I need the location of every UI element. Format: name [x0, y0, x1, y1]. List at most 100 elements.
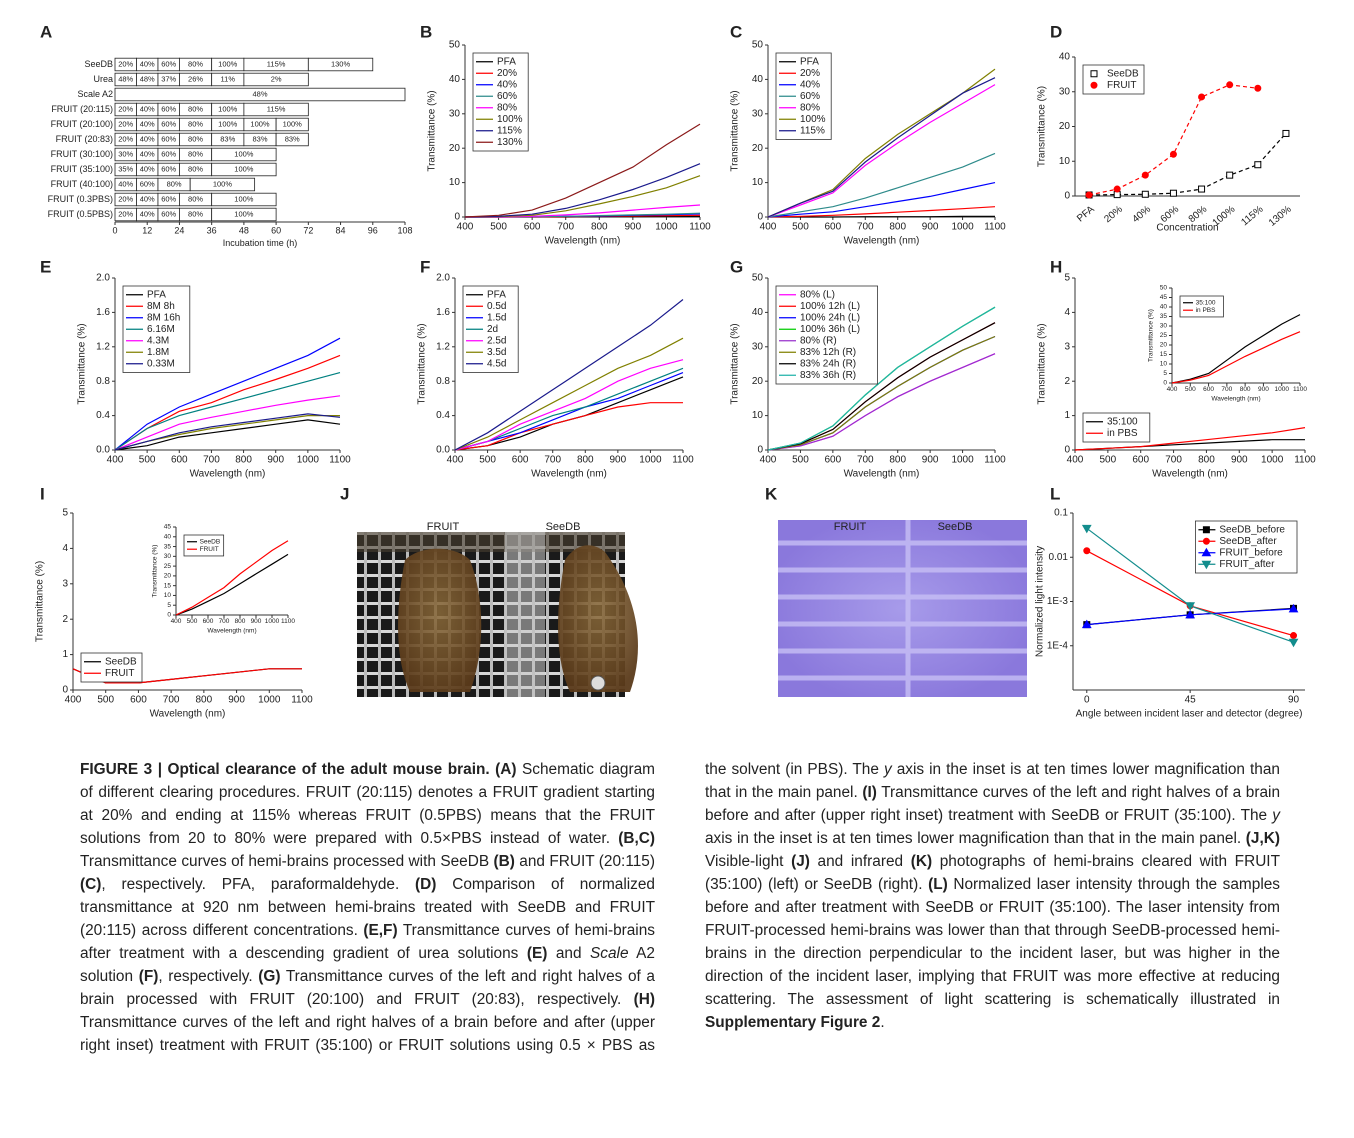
panel-label: F	[420, 257, 430, 276]
marker	[1201, 547, 1212, 557]
x-tick-label: 1100	[1294, 455, 1316, 466]
legend-label: SeeDB_before	[1219, 524, 1285, 535]
series-line	[454, 359, 684, 451]
x-tick-label: 600	[825, 455, 842, 466]
legend-label: 2.5d	[487, 335, 506, 346]
y-tick-label: 4	[62, 543, 68, 554]
y-tick-label: 35	[164, 543, 172, 550]
y-axis-label: Transmittance (%)	[730, 90, 741, 171]
series-line	[114, 372, 341, 451]
y-tick-label: 0.0	[96, 445, 110, 456]
y-tick-label: 1.2	[436, 341, 450, 352]
legend-label: 6.16M	[147, 324, 175, 335]
segment-label: 80%	[188, 194, 203, 203]
x-axis-label: Wavelength (nm)	[545, 236, 621, 247]
x-tick-label: 900	[1231, 455, 1248, 466]
segment-label: 100%	[234, 194, 254, 203]
segment-label: 80%	[188, 104, 203, 113]
y-tick-label: 40	[752, 74, 764, 85]
panel-label: J	[340, 484, 349, 503]
x-tick-label: 1100	[1293, 386, 1307, 393]
y-tick-label: 1E-4	[1047, 640, 1069, 651]
segment	[275, 117, 309, 132]
x-tick-label: 96	[368, 225, 378, 235]
x-tick-label: 72	[303, 225, 313, 235]
segment	[189, 177, 256, 192]
legend-box	[80, 652, 143, 683]
segment-label: 48%	[118, 74, 133, 83]
segment-label: 60%	[161, 149, 176, 158]
marker	[1185, 602, 1196, 611]
legend-label: 4.5d	[487, 358, 506, 369]
caption-run: axis in the inset is at ten times lower …	[705, 761, 1280, 801]
segment-label: 48%	[140, 74, 155, 83]
marker	[1169, 189, 1177, 197]
x-axis-label: Wavelength (nm)	[844, 236, 920, 247]
y-tick-label: 35	[1160, 313, 1168, 320]
caption-run: (I)	[862, 784, 877, 801]
segment-label: 115%	[267, 104, 286, 113]
legend-label: 35:100	[1196, 299, 1216, 306]
marker	[1083, 547, 1091, 555]
series-line	[767, 206, 996, 218]
row-label: FRUIT (20:100)	[51, 119, 113, 129]
panel-label: I	[40, 484, 45, 503]
y-tick-label: 0	[757, 445, 763, 456]
series-line	[464, 123, 701, 218]
segment-label: 20%	[118, 194, 133, 203]
y-tick-label: 0	[757, 212, 763, 223]
segment-label: 48%	[252, 89, 267, 98]
legend-label: 80% (L)	[800, 289, 835, 300]
marker	[1141, 171, 1149, 179]
legend-label: 83% 36h (R)	[800, 370, 856, 381]
y-tick-label: 5	[1163, 370, 1167, 377]
x-tick-label: 1000	[951, 222, 974, 233]
y-tick-label: 50	[1160, 285, 1168, 292]
legend-label: 100%	[800, 114, 826, 125]
segment-label: 80%	[188, 164, 203, 173]
marker	[1169, 150, 1177, 158]
legend-label: FRUIT	[200, 546, 219, 553]
segment-label: 40%	[140, 149, 155, 158]
legend-label: 20%	[800, 68, 820, 79]
caption-run: (L)	[928, 876, 948, 893]
x-tick-label: 700	[203, 455, 220, 466]
legend-label: 100% 12h (L)	[800, 301, 860, 312]
legend-label: 20%	[497, 68, 517, 79]
x-tick-label: 900	[251, 618, 262, 625]
series-line	[767, 322, 996, 451]
x-tick-label: 400	[1167, 386, 1178, 393]
legend-label: 0.33M	[147, 358, 175, 369]
segment-label: 40%	[140, 119, 155, 128]
segment-label: 40%	[140, 209, 155, 218]
legend-label: 80%	[800, 102, 820, 113]
segment-label: 60%	[161, 194, 176, 203]
y-tick-label: 30	[752, 341, 764, 352]
segment-label: 20%	[118, 104, 133, 113]
series-line	[1074, 427, 1306, 451]
marker	[1081, 524, 1092, 534]
series-line	[768, 215, 995, 218]
legend-label: 8M 8h	[147, 301, 175, 312]
legend-label: 60%	[800, 91, 820, 102]
x-tick-label: 800	[889, 222, 906, 233]
legend-label: 80% (R)	[800, 335, 837, 346]
caption-run: photographs of hemi-brains cleared with …	[705, 853, 1280, 893]
caption-run: Transmittance curves of the left and rig…	[80, 761, 884, 1054]
legend-label: 8M 16h	[147, 312, 180, 323]
y-tick-label: 4	[1064, 307, 1070, 318]
x-tick-label: 900	[922, 222, 939, 233]
y-tick-label: 1	[62, 649, 68, 660]
photo-label: SeeDB	[938, 521, 973, 533]
marker	[1198, 185, 1206, 193]
y-axis-label: Transmittance (%)	[1037, 323, 1048, 404]
caption-run: y	[1272, 807, 1280, 824]
segment-label: 26%	[188, 74, 203, 83]
segment-label: 80%	[188, 209, 203, 218]
caption-run: (F)	[138, 968, 159, 985]
y-tick-label: 0.8	[96, 376, 110, 387]
panel-label: G	[730, 257, 743, 276]
segment-label: 80%	[188, 59, 203, 68]
legend-label: FRUIT	[105, 668, 134, 679]
